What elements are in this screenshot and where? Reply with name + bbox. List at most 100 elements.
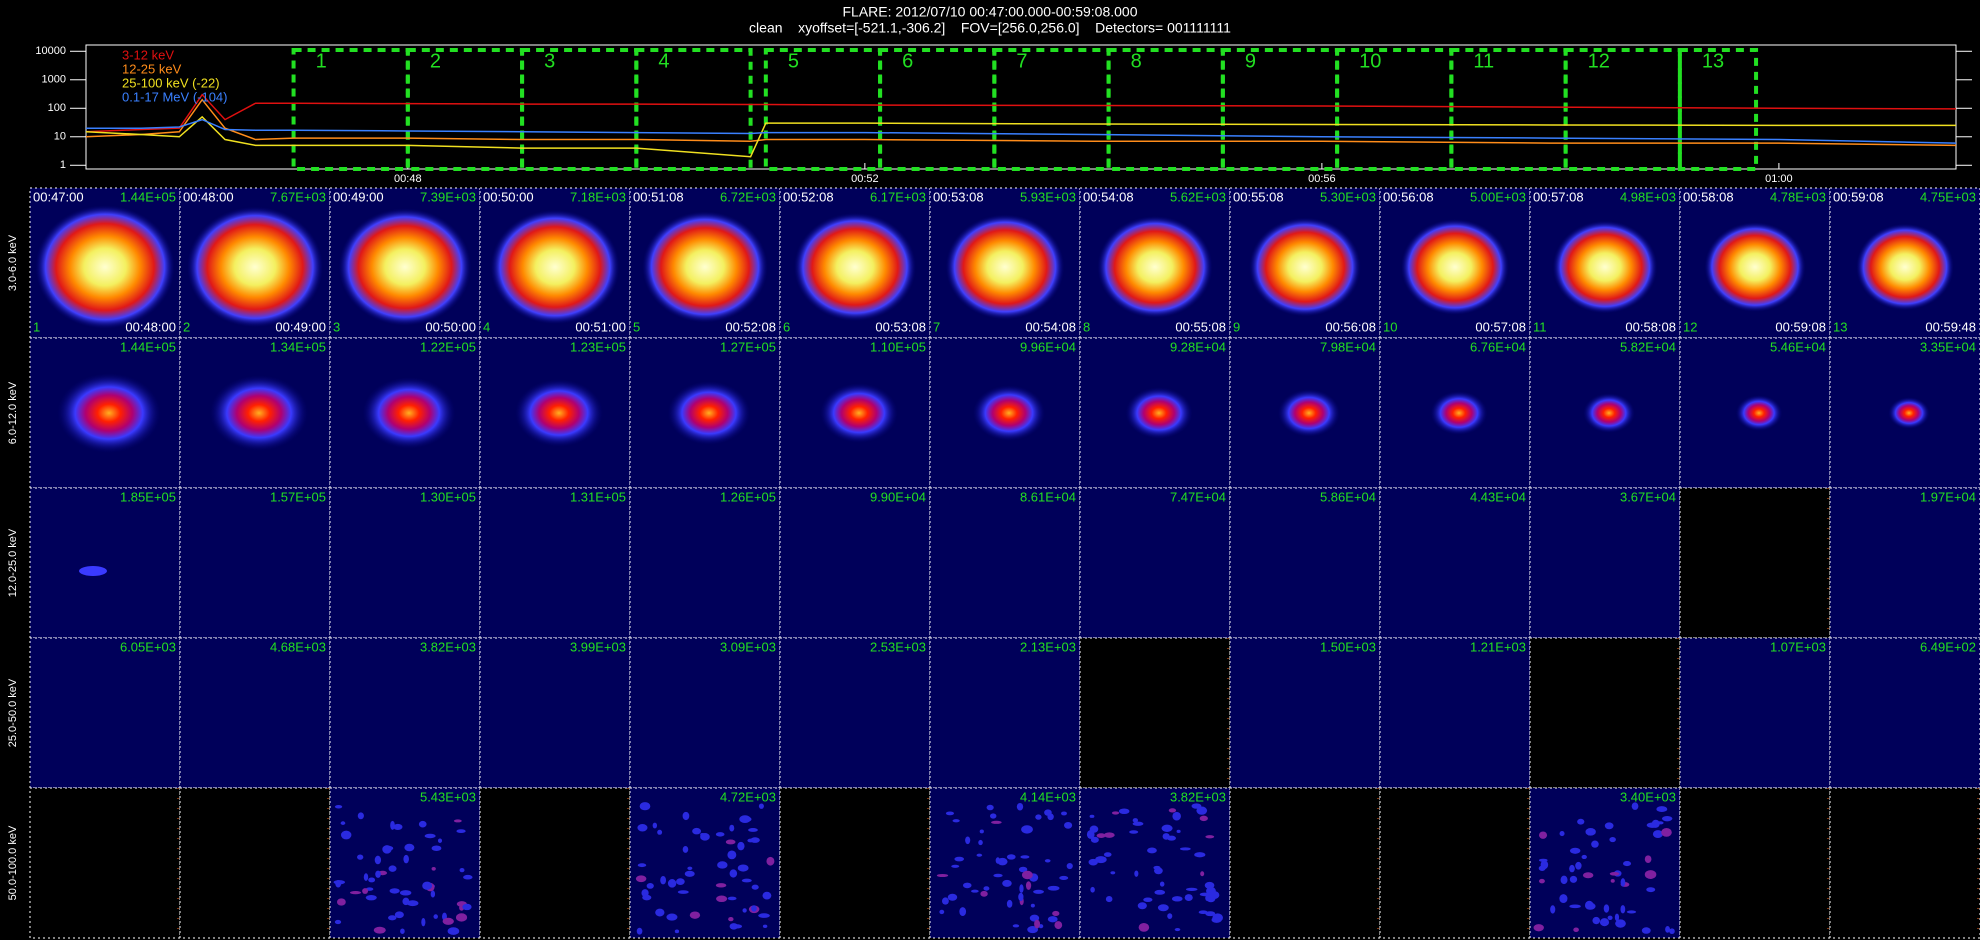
noise — [1118, 808, 1130, 814]
noise — [334, 919, 342, 925]
image-cell — [29, 787, 181, 939]
max-value: 1.30E+05 — [420, 489, 476, 504]
image-cell — [1529, 787, 1681, 939]
noise — [1200, 871, 1205, 877]
noise — [965, 836, 971, 845]
end-time: 00:59:48 — [1925, 319, 1976, 334]
noise — [635, 875, 647, 883]
end-time: 00:56:08 — [1325, 319, 1376, 334]
max-value: 1.57E+05 — [270, 489, 326, 504]
subtitle: clean xyoffset=[-521.1,-306.2] FOV=[256.… — [749, 20, 1231, 36]
title: FLARE: 2012/07/10 00:47:00.000-00:59:08.… — [842, 4, 1137, 20]
max-value: 1.31E+05 — [570, 489, 626, 504]
flare-source — [490, 209, 620, 325]
noise — [1035, 814, 1042, 820]
noise — [676, 878, 685, 886]
max-value: 1.34E+05 — [270, 339, 326, 354]
max-value: 5.46E+04 — [1770, 339, 1826, 354]
noise — [715, 883, 727, 888]
image-cell — [1529, 637, 1681, 789]
interval-box — [1563, 48, 1682, 171]
interval-index: 9 — [1233, 319, 1240, 334]
light-curve — [85, 98, 1957, 147]
noise — [1059, 875, 1069, 881]
noise — [1592, 916, 1601, 925]
y-tick-label: 1000 — [42, 74, 66, 86]
noise — [1157, 904, 1169, 912]
noise — [1159, 881, 1165, 887]
flare-source — [1735, 395, 1783, 431]
noise — [1027, 926, 1039, 934]
noise — [1559, 831, 1565, 837]
max-value: 7.47E+04 — [1170, 489, 1226, 504]
noise — [1030, 903, 1035, 908]
max-value: 5.30E+03 — [1320, 189, 1376, 204]
noise — [1573, 927, 1579, 933]
legend-entry: 25-100 keV (-22) — [122, 75, 220, 90]
start-time: 00:57:08 — [1533, 189, 1584, 204]
flare-source — [1552, 220, 1658, 314]
noise — [1110, 871, 1116, 875]
row-label: 6.0-12.0 keV — [7, 381, 19, 444]
noise — [729, 869, 738, 878]
end-time: 00:48:00 — [125, 319, 176, 334]
noise — [993, 873, 1003, 878]
image-cell — [779, 487, 931, 639]
noise — [700, 833, 710, 841]
noise — [1585, 828, 1596, 836]
noise — [1006, 854, 1016, 860]
noise — [1205, 894, 1210, 902]
flare-source — [514, 379, 604, 447]
flare-source — [79, 566, 107, 576]
max-value: 1.23E+05 — [570, 339, 626, 354]
image-cell — [329, 787, 481, 939]
noise — [692, 827, 702, 835]
flare-source — [820, 383, 898, 443]
noise — [1033, 889, 1044, 894]
noise — [1174, 928, 1181, 932]
flare-source — [57, 373, 161, 453]
noise — [1016, 802, 1024, 811]
max-value: 1.44E+05 — [120, 339, 176, 354]
noise — [1569, 864, 1575, 873]
max-value: 2.13E+03 — [1020, 639, 1076, 654]
noise — [1577, 818, 1585, 825]
max-value: 5.62E+03 — [1170, 189, 1226, 204]
x-tick-label: 00:56 — [1308, 173, 1336, 185]
max-value: 7.39E+03 — [420, 189, 476, 204]
noise — [976, 853, 983, 857]
noise — [373, 926, 386, 934]
max-value: 4.72E+03 — [720, 789, 776, 804]
image-cell — [329, 487, 481, 639]
noise — [459, 867, 465, 873]
end-time: 00:53:08 — [875, 319, 926, 334]
noise — [945, 811, 955, 816]
noise — [660, 876, 667, 885]
image-cell — [1229, 637, 1381, 789]
noise — [1585, 902, 1596, 910]
row-label: 25.0-50.0 keV — [7, 678, 19, 747]
max-value: 6.76E+04 — [1470, 339, 1526, 354]
noise — [1090, 836, 1099, 843]
noise — [952, 819, 960, 823]
noise — [1171, 896, 1183, 902]
noise — [1651, 819, 1660, 828]
noise — [1656, 806, 1668, 813]
noise — [939, 909, 945, 915]
flare-source — [1888, 397, 1930, 429]
noise — [340, 821, 346, 825]
noise — [1129, 830, 1139, 834]
noise — [368, 877, 376, 883]
noise — [1054, 921, 1063, 930]
noise — [1591, 840, 1599, 848]
max-value: 1.26E+05 — [720, 489, 776, 504]
start-time: 00:50:00 — [483, 189, 534, 204]
noise — [1168, 808, 1177, 813]
noise — [1162, 833, 1170, 840]
flare-source — [209, 375, 309, 451]
start-time: 00:58:08 — [1683, 189, 1734, 204]
noise — [462, 903, 472, 911]
max-value: 7.98E+04 — [1320, 339, 1376, 354]
noise — [747, 838, 754, 843]
noise — [652, 822, 658, 829]
